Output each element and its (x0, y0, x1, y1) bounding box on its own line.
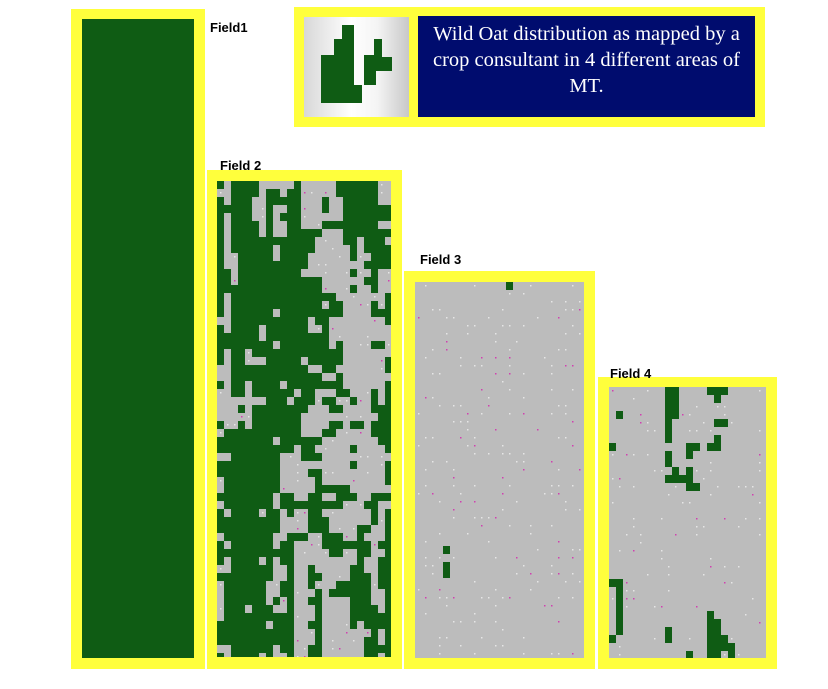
field3-map (415, 282, 584, 658)
field-map-icon (321, 25, 392, 103)
field1-map (82, 19, 194, 658)
legend-panel: Wild Oat distribution as mapped by a cro… (294, 7, 765, 127)
field1-label: Field1 (210, 20, 248, 35)
wild-oat-patches (418, 282, 581, 655)
field2-label: Field 2 (220, 158, 262, 173)
legend-title: Wild Oat distribution as mapped by a cro… (418, 16, 755, 117)
field4-label: Field 4 (610, 366, 652, 381)
wild-oat-patches (217, 181, 391, 657)
wild-oat-patches (82, 19, 194, 658)
field2-map (217, 181, 391, 657)
wild-oat-patches (609, 387, 761, 658)
legend-swatch (304, 17, 409, 117)
field3-label: Field 3 (420, 252, 462, 267)
field4-map (609, 387, 766, 658)
